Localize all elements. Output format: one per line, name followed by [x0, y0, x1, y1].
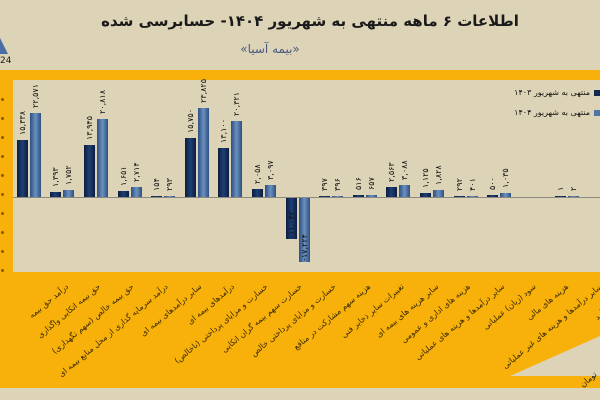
- bar-1404: [30, 112, 41, 197]
- bar-value-label: ۱۵۴: [152, 177, 161, 191]
- y-tick-dot: [1, 212, 4, 215]
- bar-1404: [63, 190, 74, 197]
- bar-1403: [555, 195, 566, 197]
- bar-1403: [50, 191, 61, 197]
- bar-1403: [454, 195, 465, 197]
- bar-1404: [265, 185, 276, 197]
- zero-axis-line: [13, 197, 600, 198]
- bar-1403: [487, 195, 498, 197]
- bar-value-label: ۲۳,۸۲۵: [199, 78, 208, 103]
- bar-1404: [399, 185, 410, 197]
- bar-1404: [366, 194, 377, 197]
- bar-1403: [84, 144, 95, 197]
- bar-1404: [198, 108, 209, 197]
- bar-value-label: ۲۹۳: [165, 177, 174, 191]
- bar-value-label: ۲,۰۵۸: [253, 164, 262, 185]
- legend-swatch-light: [594, 109, 600, 116]
- bar-value-label: ۳۹۷: [320, 177, 329, 191]
- bar-value-label: -۱۷,۲۲۴: [300, 234, 309, 262]
- bar-1403: [386, 187, 397, 197]
- bar-value-label: -۱۱,۰۴۲: [287, 211, 296, 239]
- bar-value-label: ۱,۰۳۵: [501, 168, 510, 189]
- y-tick-dot: [1, 117, 4, 120]
- bar-1403: [118, 190, 129, 197]
- bar-1403: [420, 192, 431, 197]
- bar-1404: [131, 186, 142, 197]
- bar-1404: [433, 190, 444, 197]
- bar-1403: [185, 138, 196, 197]
- bar-value-label: ۱,۸۲۸: [434, 165, 443, 186]
- bar-value-label: ۶۵۷: [367, 176, 376, 190]
- bar-1403: [252, 189, 263, 197]
- bar-value-label: ۱,۶۵۱: [119, 166, 128, 186]
- legend-label-1404: منتهی به شهریور ۱۴۰۴: [514, 108, 590, 117]
- legend: منتهی به شهریور ۱۴۰۳ منتهی به شهریور ۱۴۰…: [514, 88, 600, 128]
- bar-value-label: ۱,۱۲۵: [421, 168, 430, 188]
- bar-value-label: ۲۰,۳۲۱: [232, 92, 241, 117]
- legend-item-1403: منتهی به شهریور ۱۴۰۳: [514, 88, 600, 97]
- y-tick-dot: [1, 250, 4, 253]
- bar-value-label: ۳,۰۹۷: [266, 160, 275, 181]
- chart-subtitle: «بیمه آسیا»: [240, 42, 300, 56]
- y-tick-dot: [1, 231, 4, 234]
- logo-triangle-icon: [0, 38, 8, 54]
- bar-1403: [319, 195, 330, 197]
- bar-1403: [17, 139, 28, 197]
- bar-value-label: ۲,۷۱۴: [132, 162, 141, 182]
- bar-1404: [299, 198, 310, 263]
- bar-value-label: ۵۱۶: [354, 177, 363, 191]
- bar-value-label: ۱۵,۷۵۰: [186, 109, 195, 134]
- bar-1403: [353, 195, 364, 197]
- y-tick-dot: [1, 269, 4, 272]
- bar-value-label: ۲۰,۸۱۸: [98, 90, 107, 115]
- bar-value-label: ۱۵,۳۳۸: [18, 110, 27, 135]
- legend-swatch-dark: [594, 89, 600, 96]
- bar-value-label: ۱۳,۹۴۵: [85, 115, 94, 140]
- bar-value-label: ۱: [556, 186, 565, 191]
- bar-1404: [568, 195, 579, 197]
- bar-1404: [500, 193, 511, 197]
- bar-value-label: ۴۰۱: [468, 177, 477, 191]
- y-tick-dot: [1, 98, 4, 101]
- bar-value-label: ۱,۳۹۳: [51, 167, 60, 187]
- bar-1404: [164, 195, 175, 197]
- bar-1404: [332, 195, 343, 197]
- bar-1404: [467, 195, 478, 197]
- y-tick-dot: [1, 155, 4, 158]
- bar-value-label: ۵۰۰: [488, 177, 497, 191]
- bar-value-label: ۱,۷۵۲: [64, 165, 73, 186]
- y-tick-dot: [1, 193, 4, 196]
- bar-1403: [286, 198, 297, 240]
- bar-value-label: ۲,۵۶۳: [387, 162, 396, 183]
- bar-1403: [218, 148, 229, 197]
- logo-text: 24: [0, 56, 12, 66]
- bar-1404: [231, 121, 242, 197]
- y-tick-dot: [1, 136, 4, 139]
- y-tick-dot: [1, 174, 4, 177]
- legend-label-1403: منتهی به شهریور ۱۴۰۳: [514, 88, 590, 97]
- bar-value-label: ۳,۰۸۸: [400, 160, 409, 181]
- bar-value-label: ۱۳,۱۰۰: [219, 119, 228, 144]
- chart-title: اطلاعات ۶ ماهه منتهی به شهریور ۱۴۰۴- حسا…: [101, 12, 519, 30]
- bar-value-label: ۲۹۲: [455, 177, 464, 191]
- bar-value-label: ۲۲,۵۷۱: [31, 83, 40, 108]
- bar-1403: [151, 195, 162, 197]
- corner-cut: [510, 336, 600, 376]
- bar-value-label: ۲: [569, 186, 578, 191]
- bar-1404: [97, 119, 108, 197]
- bar-value-label: ۳۹۶: [333, 177, 342, 191]
- legend-item-1404: منتهی به شهریور ۱۴۰۴: [514, 108, 600, 117]
